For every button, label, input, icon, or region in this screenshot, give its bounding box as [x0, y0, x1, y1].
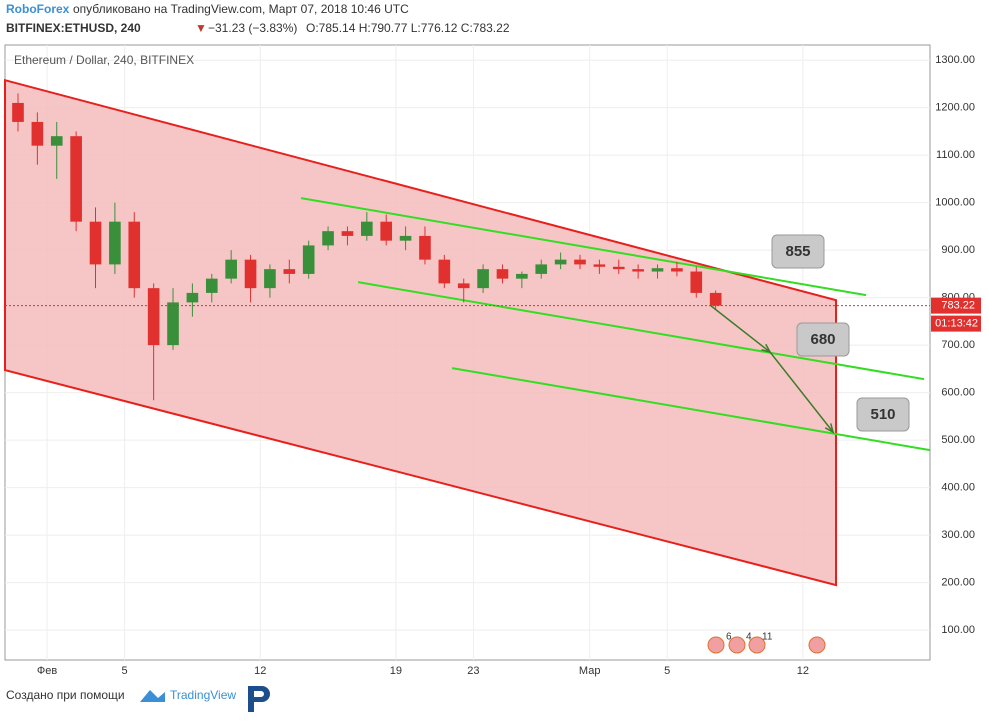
candle-body	[419, 235, 431, 260]
candle-body	[167, 302, 179, 346]
change-arrow: ▼	[195, 21, 207, 35]
candle-body	[554, 259, 567, 265]
candle-body	[283, 269, 296, 274]
event-icon	[728, 636, 746, 654]
callout-box	[796, 322, 850, 357]
x-tick-label: 12	[797, 665, 809, 677]
candle-body	[496, 269, 509, 279]
countdown-box	[931, 315, 981, 332]
event-count: 11	[762, 632, 773, 643]
callout: 855	[785, 243, 810, 260]
candle-body	[535, 264, 548, 274]
callout: 510	[870, 406, 895, 423]
footer-brand: TradingView	[170, 688, 236, 702]
callouts: 855 680 510	[771, 234, 910, 432]
y-tick-label: 1000.00	[935, 197, 975, 209]
candle-body	[438, 259, 451, 284]
candle-body	[477, 269, 489, 289]
candle-body	[690, 271, 703, 293]
candle-body	[89, 221, 102, 265]
event-count: 4	[746, 632, 752, 643]
candle-body	[264, 269, 276, 289]
arrow-head	[824, 423, 835, 434]
candle-body	[50, 136, 63, 146]
tv-logo	[140, 690, 165, 702]
candle-body	[651, 268, 664, 272]
last-price-label: 783.22	[941, 300, 975, 312]
legend-title: Ethereum / Dollar, 240, BITFINEX	[14, 53, 194, 67]
ohlc: O:785.14 H:790.77 L:776.12 C:783.22	[306, 21, 510, 35]
plot	[4, 45, 931, 660]
candle-body	[457, 283, 470, 289]
candle-body	[147, 288, 160, 346]
footer-text: Создано при помощи	[6, 688, 125, 702]
trend-line	[357, 281, 925, 381]
candle-body	[612, 266, 625, 270]
brand: RoboForex	[6, 2, 70, 16]
candle-body	[31, 121, 44, 146]
candle-body	[341, 231, 354, 236]
candle-body	[244, 259, 257, 289]
candle-body	[109, 221, 121, 265]
x-tick-label: 19	[390, 665, 402, 677]
callout-box	[771, 234, 825, 269]
candle-body	[225, 259, 237, 279]
callout: 680	[810, 331, 835, 348]
countdown-label: 01:13:42	[935, 318, 978, 330]
candle-body	[70, 136, 82, 222]
change: −31.23 (−3.83%)	[208, 21, 297, 35]
x-tick-label: 12	[254, 665, 266, 677]
candle-body	[186, 292, 199, 303]
symbol: BITFINEX:ETHUSD, 240	[6, 21, 141, 35]
x-tick-label: Фев	[37, 665, 57, 677]
candle-body	[380, 221, 393, 241]
rf-logo	[248, 686, 270, 712]
callout-box	[856, 397, 910, 432]
candle-body	[516, 273, 528, 279]
y-tick-label: 1300.00	[935, 54, 975, 66]
y-tick-label: 700.00	[941, 339, 975, 351]
arrow-head	[761, 343, 772, 354]
x-tick-label: 5	[664, 665, 670, 677]
y-tick-label: 200.00	[941, 576, 975, 588]
candle-body	[671, 268, 683, 272]
candle-body	[12, 102, 24, 122]
y-tick-label: 400.00	[941, 482, 975, 494]
event-icon	[707, 636, 725, 654]
y-tick-label: 600.00	[941, 387, 975, 399]
y-tick-label: 900.00	[941, 244, 975, 256]
x-tick-label: 23	[467, 665, 479, 677]
candle-body	[399, 235, 412, 241]
event-icon	[808, 636, 826, 654]
y-tick-label: 100.00	[941, 624, 975, 636]
candle-body	[322, 231, 334, 246]
events: 6 4 11	[707, 632, 826, 654]
y-tick-label: 500.00	[941, 434, 975, 446]
candle-body	[632, 269, 644, 272]
y-tick-label: 300.00	[941, 529, 975, 541]
candle-body	[709, 292, 722, 306]
candle-body	[593, 264, 606, 267]
y-tick-label: 1200.00	[935, 102, 975, 114]
candle-body	[361, 221, 373, 236]
last-price-box	[931, 297, 981, 314]
candle-body	[205, 278, 218, 293]
event-count: 6	[726, 632, 732, 643]
trend-line	[300, 197, 867, 297]
y-tick-label: 1100.00	[936, 149, 975, 161]
trend-line	[451, 367, 931, 452]
x-tick-label: 5	[122, 665, 128, 677]
published: опубликовано на TradingView.com, Март 07…	[73, 2, 409, 16]
candle-body	[302, 245, 315, 274]
candle-body	[128, 221, 141, 289]
event-icon	[748, 636, 766, 654]
x-tick-label: Мар	[579, 665, 601, 677]
channel	[4, 78, 838, 587]
candle-body	[574, 259, 586, 265]
